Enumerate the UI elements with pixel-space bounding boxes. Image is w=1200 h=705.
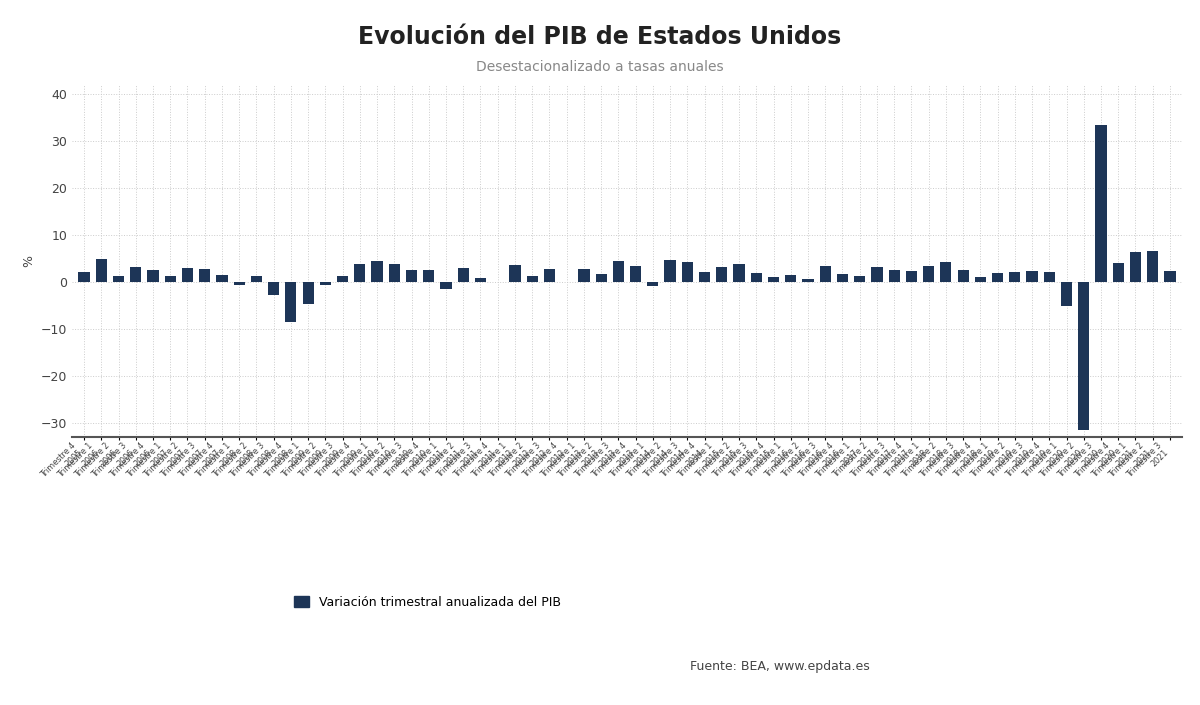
Bar bbox=[836, 274, 848, 282]
Bar bbox=[509, 264, 521, 282]
Bar bbox=[785, 275, 797, 282]
Text: Desestacionalizado a tasas anuales: Desestacionalizado a tasas anuales bbox=[476, 60, 724, 74]
Bar bbox=[1044, 272, 1055, 282]
Bar bbox=[733, 264, 745, 282]
Bar bbox=[682, 262, 692, 282]
Bar bbox=[406, 270, 418, 282]
Bar bbox=[372, 261, 383, 282]
Bar bbox=[199, 269, 210, 282]
Legend: Variación trimestral anualizada del PIB: Variación trimestral anualizada del PIB bbox=[289, 591, 565, 614]
Bar bbox=[698, 272, 710, 282]
Bar bbox=[1112, 263, 1124, 282]
Bar bbox=[457, 269, 469, 282]
Bar bbox=[440, 282, 451, 289]
Bar bbox=[1026, 271, 1038, 282]
Bar bbox=[1130, 252, 1141, 282]
Bar bbox=[803, 279, 814, 282]
Bar bbox=[613, 261, 624, 282]
Bar bbox=[1061, 282, 1072, 305]
Bar bbox=[148, 270, 158, 282]
Bar bbox=[820, 266, 830, 282]
Bar bbox=[164, 276, 176, 282]
Text: Evolución del PIB de Estados Unidos: Evolución del PIB de Estados Unidos bbox=[359, 25, 841, 49]
Bar bbox=[216, 275, 228, 282]
Bar bbox=[286, 282, 296, 322]
Bar bbox=[251, 276, 262, 282]
Bar bbox=[647, 282, 659, 286]
Bar bbox=[234, 282, 245, 286]
Bar bbox=[871, 267, 882, 282]
Bar bbox=[424, 270, 434, 282]
Y-axis label: %: % bbox=[23, 255, 35, 267]
Bar bbox=[906, 271, 917, 282]
Bar bbox=[888, 270, 900, 282]
Bar bbox=[992, 273, 1003, 282]
Text: Fuente: BEA, www.epdata.es: Fuente: BEA, www.epdata.es bbox=[690, 660, 870, 673]
Bar bbox=[595, 274, 607, 282]
Bar bbox=[854, 276, 865, 282]
Bar bbox=[974, 277, 986, 282]
Bar bbox=[630, 266, 641, 282]
Bar bbox=[941, 262, 952, 282]
Bar bbox=[1164, 271, 1176, 282]
Bar bbox=[354, 264, 366, 282]
Bar bbox=[268, 282, 280, 295]
Bar bbox=[1147, 250, 1158, 282]
Bar bbox=[1009, 272, 1020, 282]
Bar bbox=[716, 267, 727, 282]
Bar bbox=[337, 276, 348, 282]
Bar bbox=[302, 282, 313, 304]
Bar bbox=[665, 260, 676, 282]
Bar bbox=[319, 282, 331, 285]
Bar bbox=[578, 269, 589, 282]
Bar bbox=[958, 270, 968, 282]
Bar bbox=[751, 273, 762, 282]
Bar bbox=[96, 259, 107, 282]
Bar bbox=[768, 277, 779, 282]
Bar bbox=[544, 269, 556, 282]
Bar bbox=[182, 268, 193, 282]
Bar bbox=[113, 276, 124, 282]
Bar bbox=[1096, 125, 1106, 282]
Bar bbox=[130, 267, 142, 282]
Bar bbox=[923, 266, 935, 282]
Bar bbox=[475, 278, 486, 282]
Bar bbox=[78, 272, 90, 282]
Bar bbox=[1078, 282, 1090, 429]
Bar bbox=[527, 276, 538, 282]
Bar bbox=[389, 264, 400, 282]
